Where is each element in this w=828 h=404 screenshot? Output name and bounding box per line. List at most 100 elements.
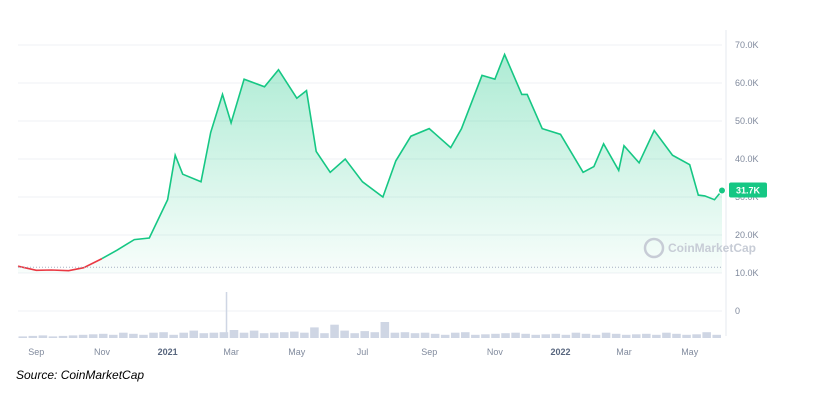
x-tick-label: Jul	[357, 347, 369, 357]
current-price-badge: 31.7K	[718, 182, 767, 198]
price-line-down	[17, 257, 103, 272]
volume-bar	[430, 333, 440, 338]
volume-bar	[521, 333, 530, 338]
x-tick-label: 2021	[158, 347, 178, 357]
volume-bar	[571, 332, 581, 338]
volume-bar	[68, 335, 78, 338]
x-tick-label: Nov	[94, 347, 111, 357]
volume-bar	[692, 334, 701, 338]
y-tick-label: 60.0K	[735, 78, 759, 88]
volume-bar	[340, 330, 349, 338]
volume-bar	[370, 332, 380, 338]
volume-bar	[78, 334, 88, 338]
volume-bar	[702, 332, 711, 338]
volume-bar	[611, 333, 621, 338]
y-tick-label: 40.0K	[735, 154, 759, 164]
x-tick-label: May	[681, 347, 699, 357]
volume-bar	[672, 333, 681, 338]
watermark: CoinMarketCap	[643, 237, 756, 259]
volume-bar	[390, 332, 400, 338]
volume-bar	[320, 333, 329, 338]
volume-bar	[249, 330, 259, 338]
volume-bar	[58, 335, 68, 338]
volume-bar	[129, 333, 138, 338]
x-tick-label: 2022	[551, 347, 571, 357]
x-tick-label: Nov	[487, 347, 504, 357]
volume-bar	[300, 332, 309, 338]
volume-bar	[551, 333, 561, 338]
volume-bar	[511, 332, 520, 338]
volume-bar	[662, 332, 671, 338]
x-tick-label: May	[288, 347, 306, 357]
volume-bar	[501, 333, 510, 338]
x-tick-label: Sep	[28, 347, 44, 357]
y-tick-label: 20.0K	[735, 230, 759, 240]
volume-bar	[400, 332, 410, 338]
volume-bar	[712, 334, 721, 338]
volume-bar	[561, 334, 571, 338]
volume-bar	[450, 332, 460, 338]
volume-bar	[169, 334, 178, 338]
volume-bar	[209, 332, 219, 338]
volume-bar	[531, 334, 540, 338]
x-tick-label: Sep	[421, 347, 437, 357]
volume-bar	[642, 333, 651, 338]
volume-bar	[410, 333, 420, 338]
volume-bar	[330, 324, 339, 338]
volume-bar	[88, 334, 98, 338]
volume-bar	[350, 333, 359, 338]
volume-bar	[290, 331, 299, 338]
volume-bar	[28, 335, 38, 338]
watermark-text: CoinMarketCap	[668, 241, 756, 255]
volume-bar	[139, 334, 148, 338]
x-tick-label: Mar	[616, 347, 632, 357]
volume-bar	[219, 332, 229, 338]
volume-bar	[631, 334, 641, 338]
volume-bar	[310, 327, 319, 338]
volume-bar	[461, 332, 470, 338]
volume-bar	[601, 332, 611, 338]
volume-bar	[48, 336, 58, 338]
volume-bar	[149, 332, 158, 338]
volume-bar	[98, 333, 108, 338]
volume-bar	[229, 330, 239, 338]
volume-bar	[225, 292, 228, 338]
current-price-badge-text: 31.7K	[736, 186, 761, 196]
volume-bar	[109, 334, 118, 338]
volume-bar	[38, 335, 48, 338]
volume-bar	[199, 333, 209, 338]
volume-bar	[159, 332, 168, 338]
y-tick-label: 70.0K	[735, 40, 759, 50]
volume-bar	[440, 334, 450, 338]
volume-bar	[481, 334, 490, 338]
coinmarketcap-logo-icon	[643, 237, 665, 259]
y-tick-label: 50.0K	[735, 116, 759, 126]
volume-bar	[189, 330, 199, 338]
x-axis: Sep Nov 2021 Mar May Jul Sep Nov 2022 Mar May	[28, 347, 698, 357]
volume-bar	[269, 332, 279, 338]
price-line	[17, 52, 723, 272]
volume-bar	[541, 334, 551, 338]
volume-bar	[239, 332, 249, 338]
volume-bar	[380, 322, 390, 338]
current-price-badge-bg	[729, 182, 767, 198]
volume-bars	[18, 292, 721, 338]
volume-bar	[279, 332, 289, 338]
volume-bar	[591, 334, 601, 338]
y-tick-label: 0	[735, 306, 740, 316]
volume-bar	[119, 332, 128, 338]
volume-bar	[652, 334, 661, 338]
volume-bar	[259, 333, 269, 338]
volume-bar	[682, 334, 691, 338]
y-tick-label: 10.0K	[735, 268, 759, 278]
volume-bar	[471, 334, 480, 338]
volume-bar	[420, 332, 430, 338]
current-price-dot	[718, 186, 726, 195]
price-line-up	[101, 52, 723, 260]
x-tick-label: Mar	[223, 347, 239, 357]
source-caption: Source: CoinMarketCap	[16, 368, 145, 382]
volume-bar	[360, 331, 369, 338]
